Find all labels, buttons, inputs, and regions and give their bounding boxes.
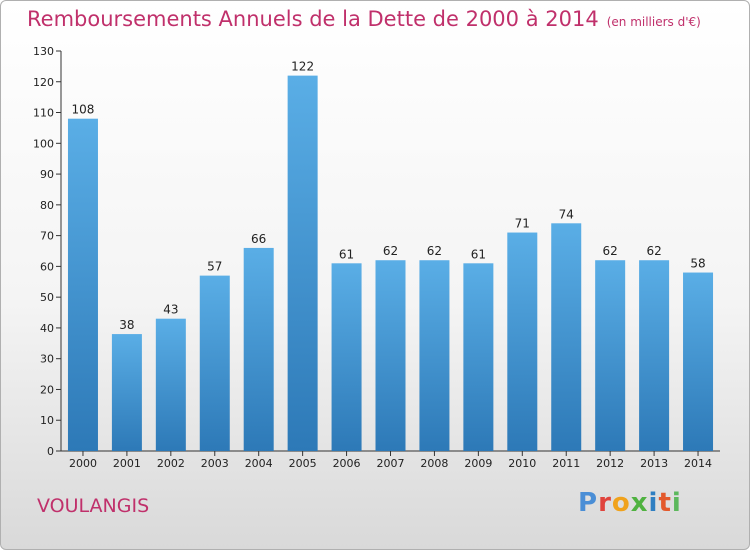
x-tick-label-2005: 2005	[289, 457, 317, 470]
x-tick-label-2011: 2011	[552, 457, 580, 470]
bar-2004	[243, 247, 274, 451]
value-label-2011: 74	[559, 207, 574, 221]
value-label-2005: 122	[291, 60, 314, 74]
value-label-2008: 62	[427, 244, 442, 258]
value-label-2009: 61	[471, 247, 486, 261]
x-tick-label-2009: 2009	[464, 457, 492, 470]
y-tick-label: 10	[40, 414, 54, 427]
y-tick-label: 0	[47, 445, 54, 458]
bar-2006	[331, 263, 362, 451]
commune-name: VOULANGIS	[37, 495, 150, 517]
bar-2010	[507, 232, 538, 451]
x-tick-label-2002: 2002	[157, 457, 185, 470]
y-tick-label: 130	[33, 45, 54, 58]
value-label-2001: 38	[119, 318, 134, 332]
bar-2007	[375, 260, 406, 451]
logo-letter: o	[611, 488, 631, 518]
bar-2011	[551, 223, 582, 451]
y-tick-label: 20	[40, 383, 54, 396]
chart-title: Remboursements Annuels de la Dette de 20…	[27, 7, 701, 31]
bar-2012	[595, 260, 626, 451]
logo-letter: P	[578, 488, 599, 518]
x-tick-label-2014: 2014	[684, 457, 712, 470]
bar-2002	[155, 318, 186, 451]
x-tick-label-2008: 2008	[420, 457, 448, 470]
bar-2001	[111, 334, 142, 451]
bar-2013	[639, 260, 670, 451]
value-label-2000: 108	[72, 103, 95, 117]
logo-letter: r	[598, 488, 612, 518]
x-tick-label-2010: 2010	[508, 457, 536, 470]
y-tick-label: 110	[33, 107, 54, 120]
x-tick-label-2001: 2001	[113, 457, 141, 470]
y-tick-label: 70	[40, 230, 54, 243]
labels: 108 2000 38 2001 43 2002 57 2003 66 2004 122 2005 61…	[69, 60, 712, 470]
value-label-2012: 62	[603, 244, 618, 258]
value-label-2003: 57	[207, 260, 222, 274]
logo-letter: t	[658, 488, 672, 518]
value-label-2010: 71	[515, 217, 530, 231]
y-tick-label: 100	[33, 137, 54, 150]
bars	[67, 75, 714, 451]
logo-letter: i	[648, 488, 659, 518]
value-label-2007: 62	[383, 244, 398, 258]
y-tick-label: 80	[40, 199, 54, 212]
logo-letter: i	[671, 488, 682, 518]
y-tick-label: 50	[40, 291, 54, 304]
y-tick-label: 40	[40, 322, 54, 335]
x-tick-label-2003: 2003	[201, 457, 229, 470]
title-unit: (en milliers d'€)	[606, 15, 701, 29]
y-tick-label: 60	[40, 260, 54, 273]
value-label-2002: 43	[163, 303, 178, 317]
value-label-2013: 62	[646, 244, 661, 258]
y-tick-label: 90	[40, 168, 54, 181]
x-tick-label-2012: 2012	[596, 457, 624, 470]
value-label-2006: 61	[339, 247, 354, 261]
value-label-2014: 58	[690, 257, 705, 271]
x-tick-label-2000: 2000	[69, 457, 97, 470]
x-tick-label-2006: 2006	[333, 457, 361, 470]
bar-2003	[199, 275, 230, 451]
logo-letter: x	[630, 488, 649, 518]
x-tick-label-2007: 2007	[377, 457, 405, 470]
y-tick-label: 30	[40, 353, 54, 366]
x-tick-label-2004: 2004	[245, 457, 273, 470]
title-main: Remboursements Annuels de la Dette de 20…	[27, 7, 599, 31]
x-tick-label-2013: 2013	[640, 457, 668, 470]
bar-2008	[419, 260, 450, 451]
bar-2000	[67, 118, 98, 451]
bar-2005	[287, 75, 318, 451]
bar-2009	[463, 263, 494, 451]
y-tick-label: 120	[33, 76, 54, 89]
value-label-2004: 66	[251, 232, 266, 246]
bar-2014	[683, 272, 714, 451]
proxiti-logo[interactable]: Proxiti	[578, 488, 682, 518]
